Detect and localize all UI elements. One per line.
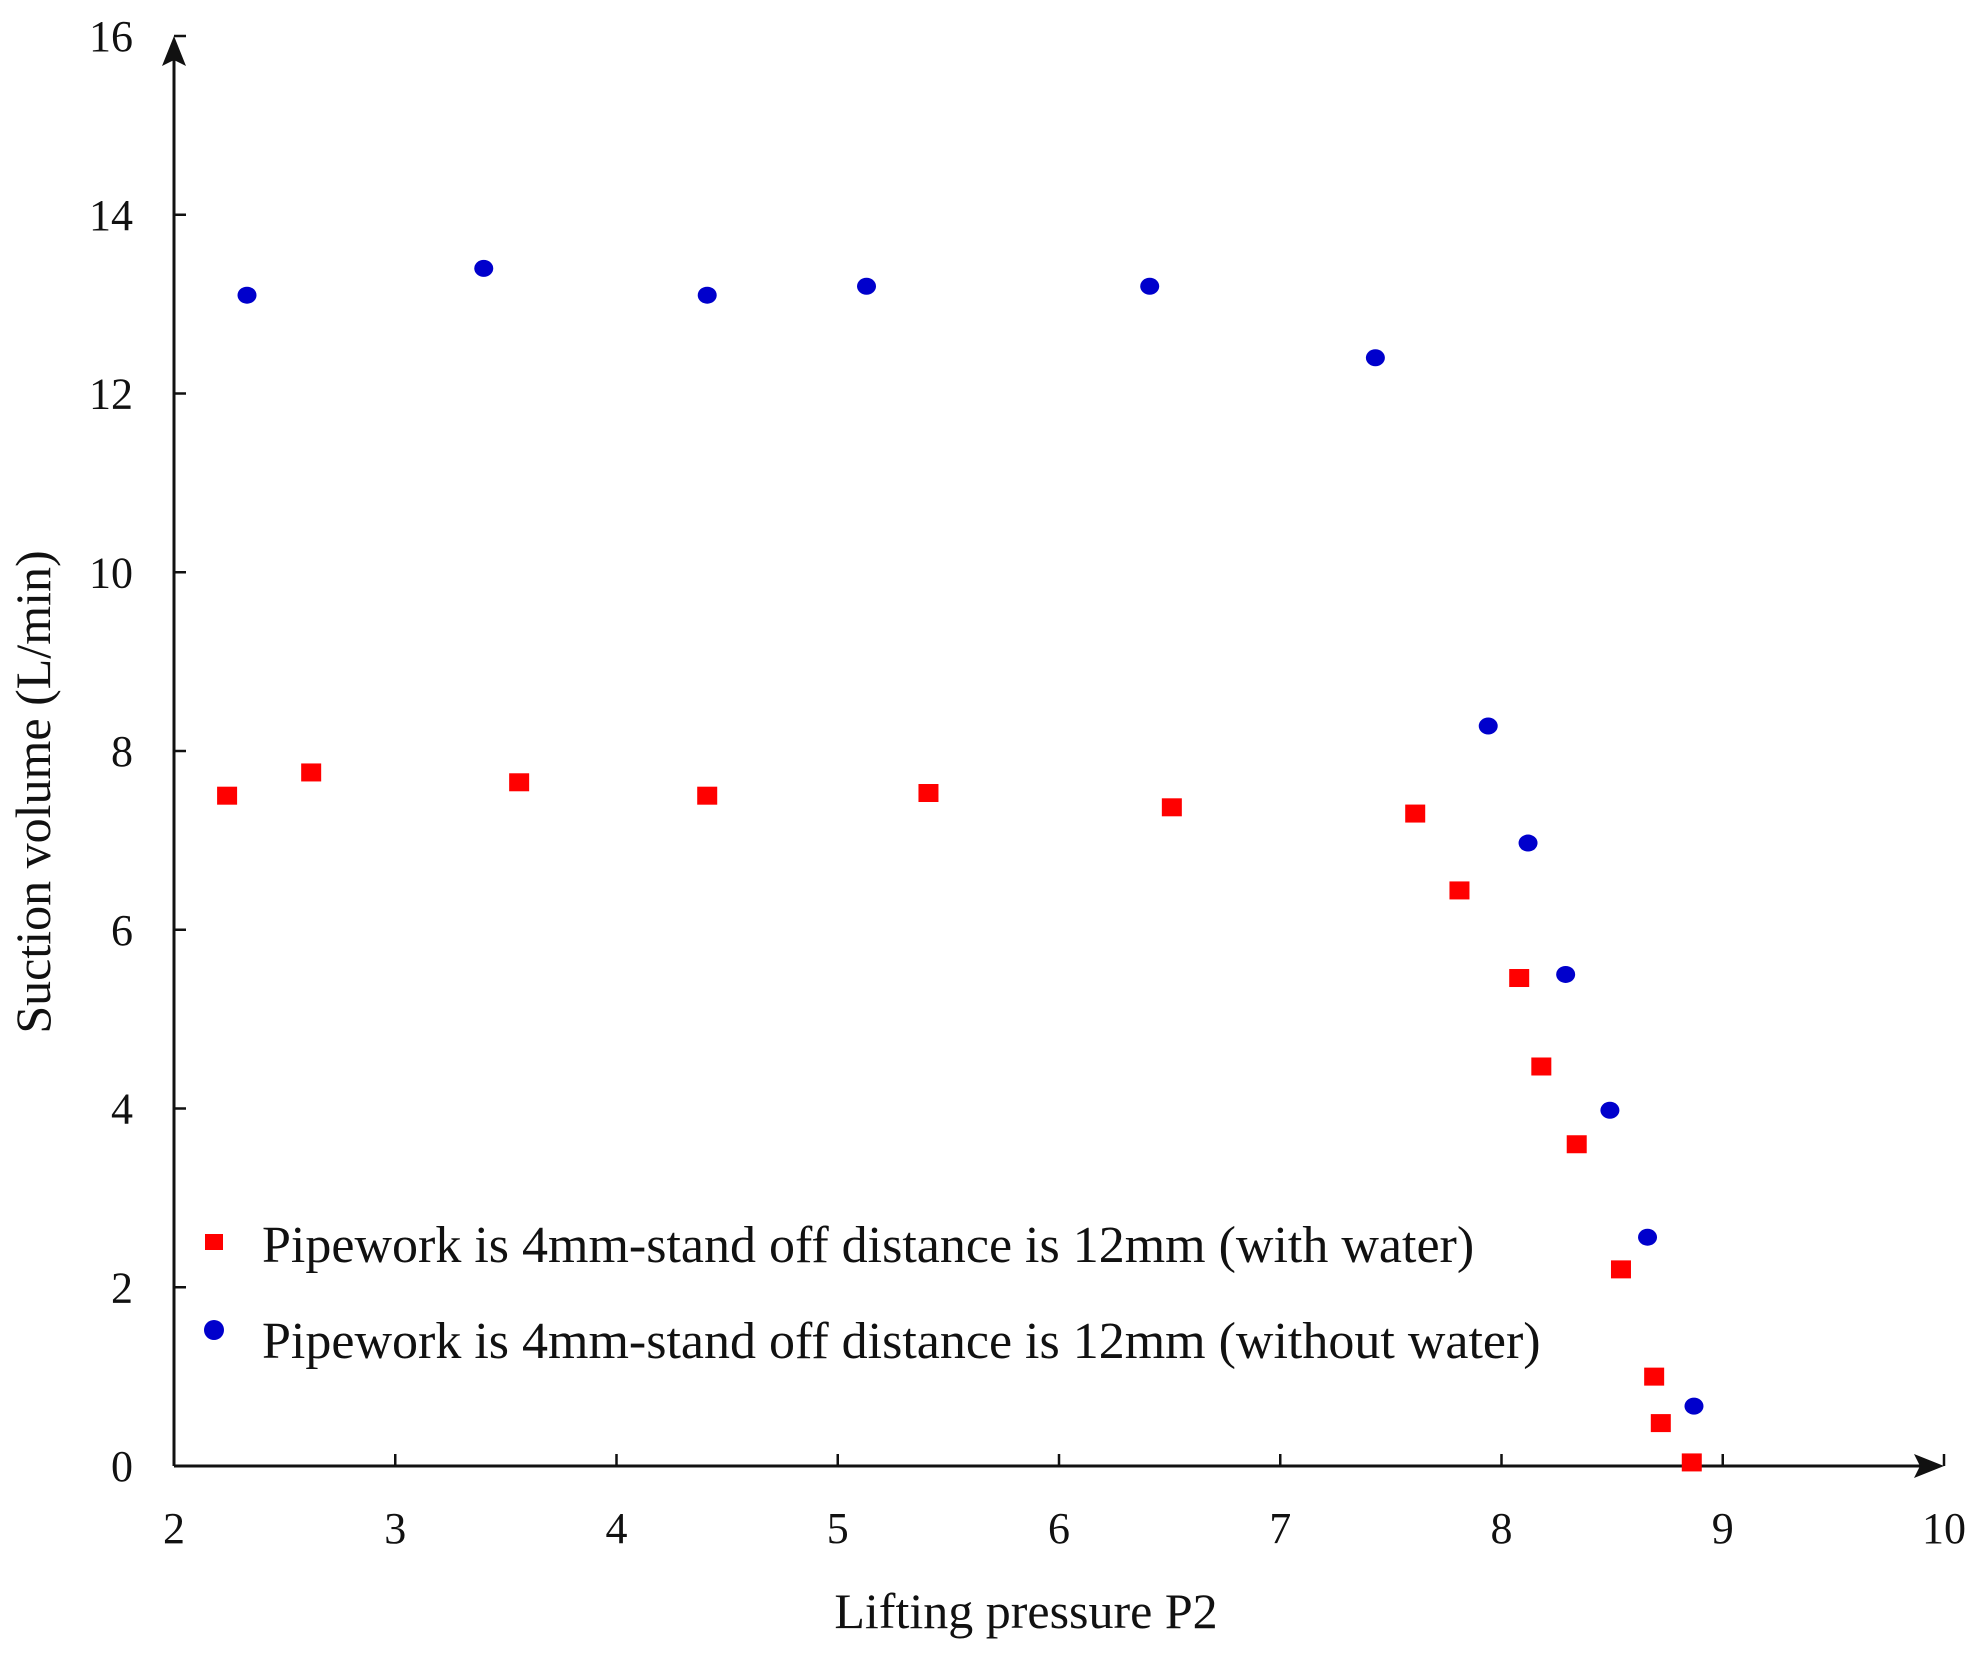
data-point-circle	[857, 277, 877, 295]
y-tick-label: 8	[111, 727, 133, 776]
data-point-circle	[1600, 1101, 1620, 1119]
y-tick-label: 0	[111, 1442, 133, 1491]
x-tick-label: 3	[384, 1504, 406, 1553]
x-tick-label: 2	[163, 1504, 185, 1553]
data-point-circle	[474, 259, 494, 277]
y-tick-label: 2	[111, 1263, 133, 1312]
x-tick-label: 10	[1922, 1504, 1966, 1553]
x-axis-arrow	[1914, 1454, 1944, 1478]
data-point-circle	[1140, 277, 1160, 295]
data-point-square	[1644, 1367, 1665, 1386]
data-point-square	[1681, 1453, 1702, 1472]
y-tick-label: 14	[89, 191, 133, 240]
series-with-water	[217, 763, 1702, 1472]
series-without-water	[237, 259, 1704, 1415]
data-point-square	[509, 773, 530, 792]
data-point-square	[217, 786, 238, 805]
y-axis-ticks: 0 2 4 6 8 10 12 14 16	[89, 12, 186, 1491]
data-point-circle	[1556, 965, 1576, 983]
y-axis-title: Suction volume (L/min)	[5, 550, 61, 1033]
data-point-square	[1531, 1057, 1552, 1076]
data-point-circle	[1365, 349, 1385, 367]
data-point-circle	[237, 286, 257, 304]
y-tick-label: 16	[89, 12, 133, 61]
data-point-square	[1650, 1414, 1671, 1433]
data-point-square	[1566, 1135, 1587, 1154]
y-tick-label: 10	[89, 548, 133, 597]
x-tick-label: 8	[1491, 1504, 1513, 1553]
data-point-square	[301, 763, 322, 782]
data-point-square	[1405, 804, 1426, 823]
data-point-circle	[1478, 717, 1498, 735]
y-tick-label: 6	[111, 906, 133, 955]
axes	[162, 36, 1944, 1478]
data-point-square	[1509, 969, 1530, 988]
data-point-circle	[1638, 1228, 1658, 1246]
x-tick-label: 4	[606, 1504, 628, 1553]
data-point-square	[697, 786, 718, 805]
data-point-square	[918, 784, 939, 803]
y-axis-arrow	[162, 36, 186, 66]
x-tick-label: 9	[1712, 1504, 1734, 1553]
data-point-square	[1161, 798, 1182, 817]
y-tick-label: 4	[111, 1085, 133, 1134]
legend-label-without-water: Pipework is 4mm-stand off distance is 12…	[262, 1313, 1541, 1370]
x-tick-label: 6	[1048, 1504, 1070, 1553]
data-point-circle	[1518, 834, 1538, 852]
data-point-square	[1610, 1260, 1631, 1279]
legend-marker-circle	[204, 1320, 224, 1340]
x-axis-ticks: 2 3 4 5 6 7 8 9 10	[163, 1454, 1966, 1553]
data-point-square	[1449, 881, 1470, 900]
x-tick-label: 7	[1269, 1504, 1291, 1553]
x-tick-label: 5	[827, 1504, 849, 1553]
legend: Pipework is 4mm-stand off distance is 12…	[204, 1217, 1541, 1370]
data-point-circle	[1684, 1397, 1704, 1415]
legend-label-with-water: Pipework is 4mm-stand off distance is 12…	[262, 1217, 1474, 1274]
legend-marker-square	[205, 1234, 223, 1250]
x-axis-title: Lifting pressure P2	[834, 1583, 1217, 1639]
y-tick-label: 12	[89, 370, 133, 419]
data-point-circle	[697, 286, 717, 304]
